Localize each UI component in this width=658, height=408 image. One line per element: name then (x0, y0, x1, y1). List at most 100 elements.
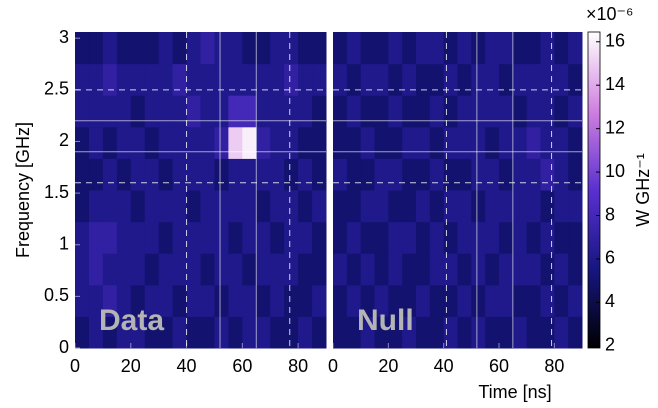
heatmap-cell (242, 32, 257, 65)
heatmap-cell (256, 316, 271, 349)
heatmap-cell (270, 158, 285, 191)
heatmap-cell (540, 253, 555, 286)
heatmap-cell (402, 316, 417, 349)
heatmap-cell (360, 190, 375, 223)
heatmap-cell (554, 32, 569, 65)
heatmap-cell (102, 95, 118, 128)
colorbar-tick-label: 16 (605, 31, 625, 51)
heatmap-cell (256, 95, 271, 128)
heatmap-cell (256, 221, 271, 254)
heatmap-cell (512, 190, 528, 223)
heatmap-cell (75, 190, 90, 223)
heatmap-cell (200, 95, 215, 128)
heatmap-cell (298, 253, 313, 286)
heatmap-cell (102, 158, 118, 191)
heatmap-cell (416, 126, 431, 159)
heatmap-cell (75, 284, 90, 317)
heatmap-cell (116, 190, 132, 223)
heatmap-cell (186, 316, 201, 349)
heatmap-cell (186, 32, 201, 65)
heatmap-cell (144, 63, 160, 96)
heatmap-cell (429, 221, 445, 254)
heatmap-cell (172, 158, 188, 191)
heatmap-cell (172, 126, 188, 159)
heatmap-cell (346, 284, 362, 317)
heatmap-cell (242, 221, 257, 254)
heatmap-cell (526, 63, 541, 96)
heatmap-cell (214, 316, 229, 349)
heatmap-cell (186, 158, 201, 191)
heatmap-cell (429, 32, 445, 65)
heatmap-cell (88, 32, 104, 65)
heatmap-cell (499, 63, 514, 96)
heatmap-cell (186, 95, 201, 128)
heatmap-cell (242, 126, 257, 159)
heatmap-cell (214, 126, 229, 159)
heatmap-cell (402, 95, 417, 128)
heatmap-cell (374, 253, 389, 286)
heatmap-cell (388, 63, 403, 96)
heatmap-cell (228, 316, 243, 349)
heatmap-cell (172, 221, 188, 254)
heatmap-cell (242, 63, 257, 96)
heatmap-cell (485, 95, 500, 128)
heatmap-cell (360, 316, 375, 349)
heatmap-cell (333, 126, 348, 159)
heatmap-cell (284, 253, 299, 286)
heatmap-cell (270, 95, 285, 128)
heatmap-cell (554, 95, 569, 128)
x-tick-label: 60 (489, 356, 509, 376)
heatmap-cell (284, 126, 299, 159)
heatmap-cell (499, 32, 514, 65)
heatmap-cell (443, 284, 458, 317)
x-tick-label: 20 (121, 356, 141, 376)
heatmap-cell (88, 284, 104, 317)
heatmap-cell (200, 221, 215, 254)
colorbar-tick-label: 14 (605, 74, 625, 94)
heatmap-cell (88, 95, 104, 128)
heatmap-cell (416, 316, 431, 349)
heatmap-cell (228, 221, 243, 254)
heatmap-cell (499, 126, 514, 159)
heatmap-cell (388, 32, 403, 65)
heatmap-cell (499, 284, 514, 317)
heatmap-cell (312, 284, 327, 317)
heatmap-cell (485, 221, 500, 254)
heatmap-cell (554, 253, 569, 286)
heatmap-cell (471, 284, 486, 317)
heatmap-cell (158, 63, 174, 96)
heatmap-cell (116, 32, 132, 65)
heatmap-cell (312, 316, 327, 349)
heatmap-cell (416, 32, 431, 65)
colorbar-label: W GHz⁻¹ (633, 153, 653, 227)
heatmap-cell (388, 126, 403, 159)
heatmap-cell (402, 221, 417, 254)
heatmap-cell (346, 95, 362, 128)
heatmap-cell (540, 126, 555, 159)
heatmap-cell (312, 190, 327, 223)
heatmap-cell (158, 316, 174, 349)
heatmap-cell (443, 221, 458, 254)
heatmap-cell (374, 32, 389, 65)
heatmap-cell (471, 221, 486, 254)
heatmap-cell (102, 63, 118, 96)
heatmap-cell (284, 95, 299, 128)
heatmap-cell (443, 126, 458, 159)
heatmap-cell (228, 284, 243, 317)
heatmap-cell (158, 95, 174, 128)
heatmap-cell (75, 158, 90, 191)
heatmap-cell (526, 126, 541, 159)
heatmap-cell (429, 158, 445, 191)
heatmap-cell (144, 190, 160, 223)
heatmap-cell (457, 316, 472, 349)
heatmap-cell (200, 316, 215, 349)
heatmap-cell (88, 253, 104, 286)
heatmap-cell (200, 253, 215, 286)
heatmap-cell (200, 190, 215, 223)
heatmap-cell (130, 126, 146, 159)
heatmap-cell (526, 190, 541, 223)
heatmap-cell (471, 32, 486, 65)
heatmap-cell (312, 158, 327, 191)
heatmap-cell (312, 126, 327, 159)
heatmap-cell (116, 316, 132, 349)
